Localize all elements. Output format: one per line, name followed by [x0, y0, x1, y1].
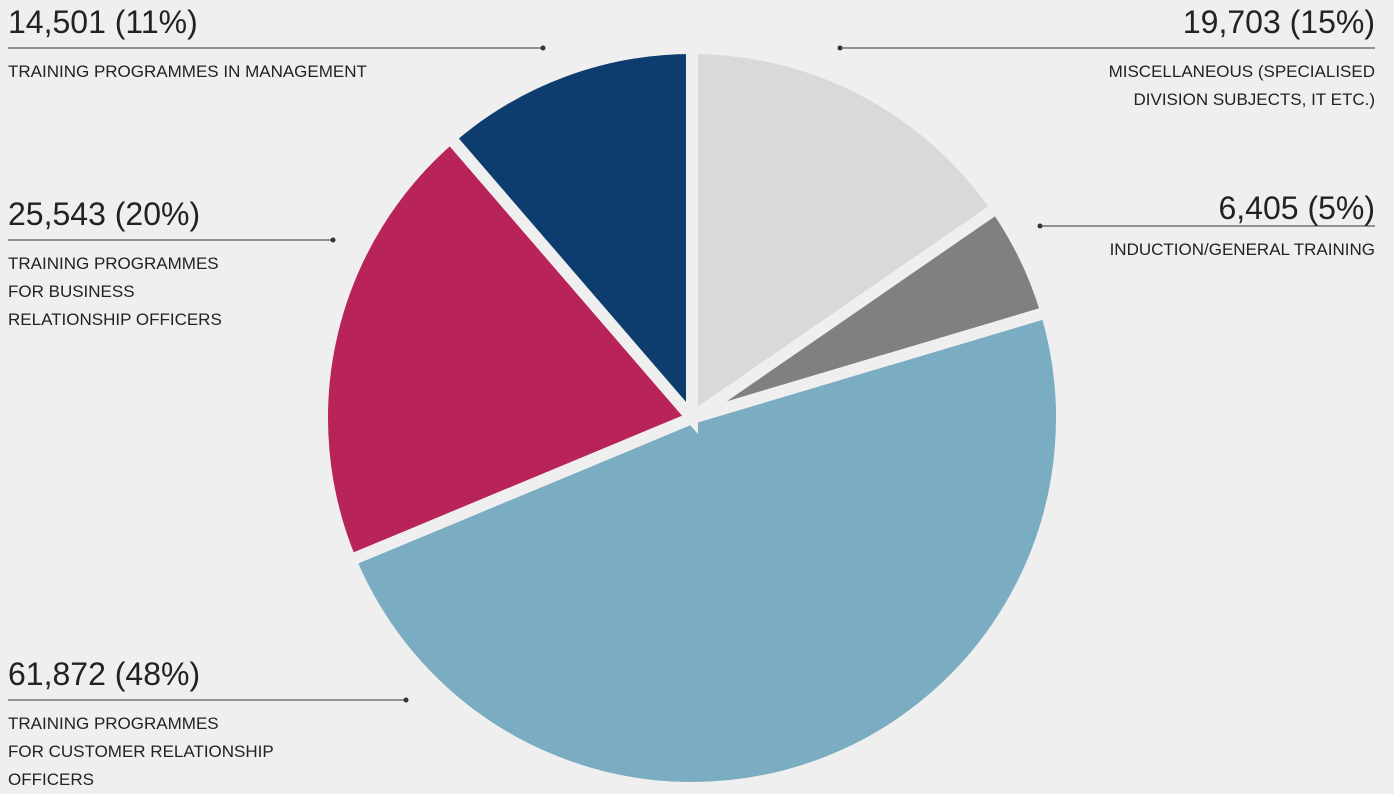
value-label: 14,501 (11%)	[8, 4, 198, 40]
category-label: TRAINING PROGRAMMES FOR BUSINESS RELATIO…	[8, 254, 222, 329]
leader-dot	[403, 697, 409, 703]
value-label: 61,872 (48%)	[8, 656, 201, 692]
leader-dot	[540, 45, 546, 51]
donut-segment	[316, 129, 702, 569]
value-label: 19,703 (15%)	[1182, 4, 1375, 40]
leader-dot	[330, 237, 336, 243]
category-label: MISCELLANEOUS (SPECIALISED DIVISION SUBJ…	[1108, 62, 1375, 109]
donut-segment	[441, 41, 698, 435]
value-label: 25,543 (20%)	[8, 196, 201, 232]
leader-dot	[837, 45, 843, 51]
donut-segment	[686, 41, 1005, 430]
category-label: TRAINING PROGRAMMES IN MANAGEMENT	[8, 62, 367, 81]
category-label: INDUCTION/GENERAL TRAINING	[1109, 240, 1375, 259]
category-label: TRAINING PROGRAMMES FOR CUSTOMER RELATIO…	[8, 714, 274, 789]
donut-segment	[342, 304, 1068, 790]
leader-dot	[1037, 223, 1043, 229]
value-label: 6,405 (5%)	[1218, 190, 1375, 226]
